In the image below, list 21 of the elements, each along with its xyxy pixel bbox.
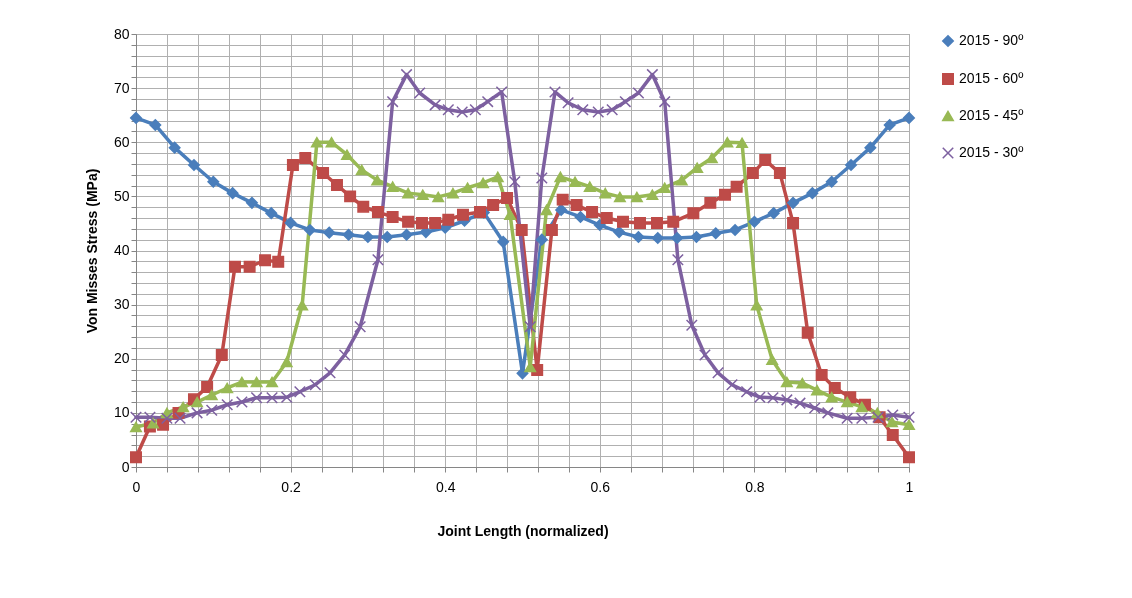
y-tick-label: 20 — [113, 350, 130, 367]
x-tick-label: 0.4 — [435, 478, 456, 495]
x-tick-label: 0.2 — [281, 478, 302, 495]
y-tick-label: 0 — [121, 458, 130, 475]
legend-label: 2015 - 30º — [959, 144, 1024, 160]
x-tick-label: 1 — [905, 478, 914, 495]
x-tick-label: 0.6 — [590, 478, 611, 495]
y-tick-label: 50 — [113, 187, 130, 204]
legend-label: 2015 - 90º — [959, 32, 1024, 48]
y-tick-label: 10 — [113, 404, 130, 421]
y-axis-title: Von Misses Stress (MPa) — [83, 168, 100, 334]
x-tick-label: 0 — [132, 478, 141, 495]
y-tick-label: 30 — [113, 296, 130, 313]
y-tick-label: 70 — [113, 79, 130, 96]
y-tick-label: 40 — [113, 242, 130, 258]
legend-label: 2015 - 60º — [959, 70, 1024, 86]
legend-label: 2015 - 45º — [959, 107, 1024, 123]
y-tick-label: 80 — [113, 25, 130, 42]
y-tick-label: 60 — [113, 133, 130, 150]
x-axis-title: Joint Length (normalized) — [437, 522, 609, 539]
x-tick-label: 0.8 — [745, 478, 765, 495]
